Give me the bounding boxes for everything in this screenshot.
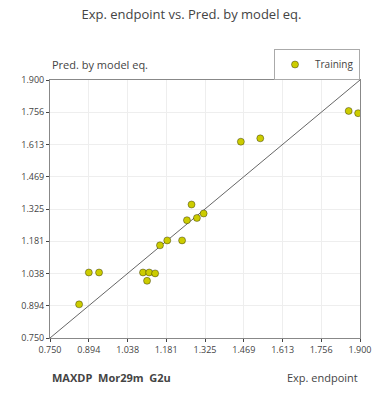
svg-text:1.325: 1.325 [21, 202, 44, 215]
svg-text:1.325: 1.325 [194, 343, 217, 356]
svg-text:0.750: 0.750 [21, 331, 44, 344]
svg-text:1.181: 1.181 [155, 343, 178, 356]
svg-text:1.038: 1.038 [116, 343, 139, 356]
svg-text:0.750: 0.750 [39, 343, 62, 356]
svg-text:0.894: 0.894 [21, 299, 44, 312]
svg-text:Training: Training [315, 57, 353, 71]
svg-text:1.613: 1.613 [271, 343, 294, 356]
svg-text:1.756: 1.756 [310, 343, 333, 356]
svg-text:1.613: 1.613 [21, 138, 44, 151]
svg-text:1.181: 1.181 [21, 234, 44, 247]
svg-text:1.038: 1.038 [21, 267, 44, 280]
svg-text:Exp. endpoint: Exp. endpoint [287, 370, 358, 385]
svg-text:Exp. endpoint vs. Pred. by mod: Exp. endpoint vs. Pred. by model eq. [82, 5, 302, 23]
svg-text:Pred. by model eq.: Pred. by model eq. [52, 57, 148, 72]
svg-text:1.900: 1.900 [21, 73, 44, 86]
svg-text:0.894: 0.894 [77, 343, 100, 356]
svg-text:MAXDP Mor29m G2u: MAXDP Mor29m G2u [52, 370, 171, 385]
svg-text:1.900: 1.900 [349, 343, 372, 356]
svg-text:1.469: 1.469 [232, 343, 255, 356]
svg-text:1.756: 1.756 [21, 105, 44, 118]
svg-text:1.469: 1.469 [21, 170, 44, 183]
